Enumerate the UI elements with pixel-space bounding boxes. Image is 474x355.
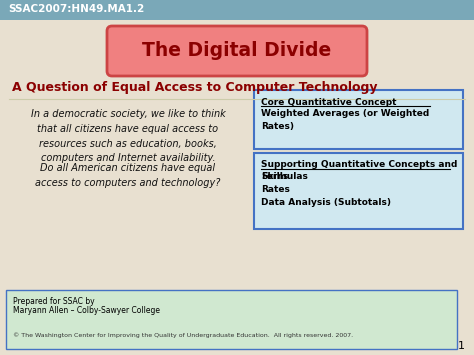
Text: In a democratic society, we like to think
that all citizens have equal access to: In a democratic society, we like to thin…: [31, 109, 225, 163]
FancyBboxPatch shape: [107, 26, 367, 76]
Text: Formulas
Rates
Data Analysis (Subtotals): Formulas Rates Data Analysis (Subtotals): [261, 172, 391, 207]
Text: 1: 1: [458, 341, 465, 351]
Text: A Question of Equal Access to Computer Technology: A Question of Equal Access to Computer T…: [12, 81, 377, 93]
FancyBboxPatch shape: [254, 90, 463, 149]
FancyBboxPatch shape: [6, 290, 457, 349]
Text: Supporting Quantitative Concepts and
Skills: Supporting Quantitative Concepts and Ski…: [261, 160, 457, 181]
FancyBboxPatch shape: [0, 20, 474, 355]
Text: Maryann Allen – Colby-Sawyer College: Maryann Allen – Colby-Sawyer College: [13, 306, 160, 315]
Text: The Digital Divide: The Digital Divide: [142, 42, 332, 60]
FancyBboxPatch shape: [0, 0, 474, 20]
Text: Prepared for SSAC by: Prepared for SSAC by: [13, 297, 95, 306]
Text: Do all American citizens have equal
access to computers and technology?: Do all American citizens have equal acce…: [35, 163, 221, 188]
Text: © The Washington Center for Improving the Quality of Undergraduate Education.  A: © The Washington Center for Improving th…: [13, 332, 353, 338]
Text: Weighted Averages (or Weighted
Rates): Weighted Averages (or Weighted Rates): [261, 109, 429, 131]
Text: Core Quantitative Concept: Core Quantitative Concept: [261, 98, 396, 107]
Text: SSAC2007:HN49.MA1.2: SSAC2007:HN49.MA1.2: [8, 4, 144, 14]
FancyBboxPatch shape: [254, 153, 463, 229]
